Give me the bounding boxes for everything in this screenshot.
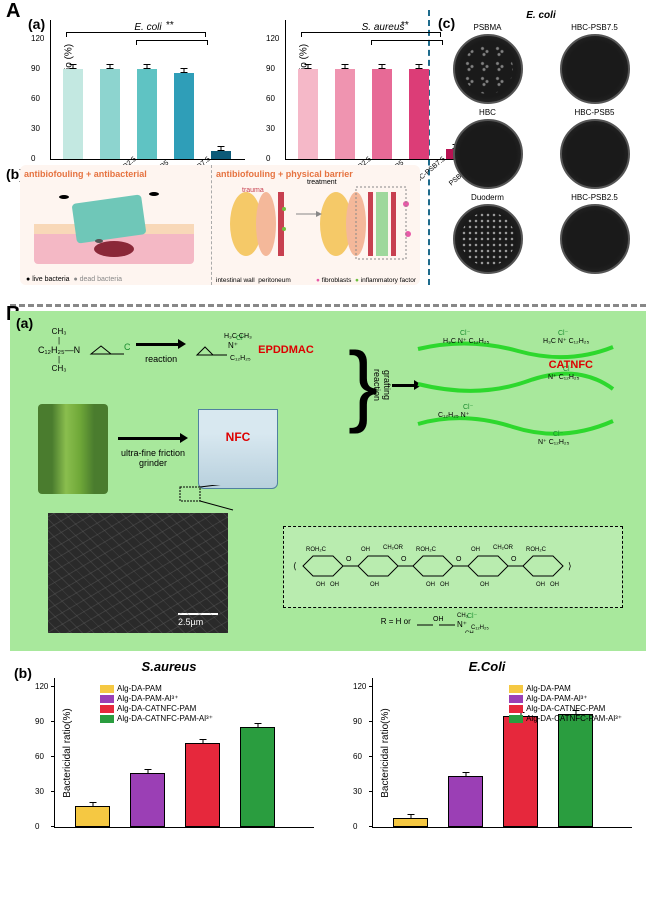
svg-text:ROH₂C: ROH₂C [306, 547, 327, 553]
svg-text:Cl⁻: Cl⁻ [553, 431, 564, 438]
wound-illustration [24, 179, 204, 274]
epoxide-icon: Cl [86, 336, 130, 364]
svg-text:OH: OH [471, 547, 480, 553]
svg-text:OH: OH [536, 582, 545, 588]
section-b: B (a) CH₃| C₁₂H₂₅—N |CH₃ Cl reaction N [0, 311, 656, 828]
schem-b-right-title: antibiofouling + physical barrier [216, 169, 416, 179]
svg-text:OH: OH [440, 582, 449, 588]
svg-text:OH: OH [330, 582, 339, 588]
svg-text:OH: OH [361, 547, 370, 553]
plate-Duoderm: Duoderm [436, 193, 539, 274]
svg-text:ROH₂C: ROH₂C [526, 547, 547, 553]
svg-text:⟨: ⟨ [293, 561, 297, 571]
svg-text:ROH₂C: ROH₂C [416, 547, 437, 553]
svg-text:O: O [511, 556, 517, 563]
svg-text:OH: OH [370, 582, 379, 588]
svg-text:N⁺ C₁₂H₂₅: N⁺ C₁₂H₂₅ [548, 374, 580, 381]
svg-text:O: O [456, 556, 462, 563]
figure-root: A (a) (b) (c) E. coliBactericidal ratio … [0, 0, 656, 828]
svg-text:Cl⁻: Cl⁻ [558, 330, 569, 337]
schematic-b: antibiofouling + antibacterial ● live ba… [20, 165, 420, 285]
svg-text:N⁺ C₁₂H₂₅: N⁺ C₁₂H₂₅ [538, 439, 570, 446]
scale-bar: 2.5µm [178, 613, 218, 627]
arrow-reaction [136, 339, 186, 349]
epddmac-label: EPDDMAC [258, 344, 314, 356]
svg-text:CH₂OR: CH₂OR [383, 545, 404, 551]
panel-a-label: A [6, 0, 20, 23]
epddmac-icon: N⁺Cl⁻C₁₂H₂₅H₃C CH₃ [192, 330, 252, 370]
legend-live: ● live bacteria [26, 276, 70, 283]
b-chart-saureus: S.aureusBactericidal ratio(%)0306090120A… [19, 659, 319, 828]
sem-wrapper: 2.5µm [48, 513, 228, 633]
svg-text:H₃C N⁺ C₁₂H₂₅: H₃C N⁺ C₁₂H₂₅ [443, 338, 490, 345]
catnfc-area: H₃C N⁺ C₁₂H₂₅Cl⁻ H₃C N⁺ C₁₂H₂₅Cl⁻ N⁺ C₁₂… [408, 329, 623, 464]
chart-ecoli: E. coliBactericidal ratio (%)0306090120H… [50, 20, 245, 160]
b-chart-ecoli: E.ColiBactericidal ratio(%)0306090120Alg… [337, 659, 637, 828]
svg-text:N⁺: N⁺ [228, 341, 238, 350]
svg-text:OH: OH [316, 582, 325, 588]
plates-panel: E. coli PSBMAHBC-PSB7.5HBCHBC-PSB5Duoder… [436, 10, 646, 274]
b-charts-row: S.aureusBactericidal ratio(%)0306090120A… [0, 659, 656, 828]
r-note: R = H or OHN⁺Cl⁻CH₃C₁₂H₂₅CH₃ [283, 611, 623, 633]
bamboo-row: ultra-fine friction grinder NFC [38, 404, 278, 494]
a-charts-row: E. coliBactericidal ratio (%)0306090120H… [20, 20, 420, 168]
bamboo-icon [38, 404, 108, 494]
svg-text:Cl⁻: Cl⁻ [460, 330, 471, 337]
legend-dead: ● dead bacteria [73, 276, 122, 283]
svg-text:H₃C CH₃: H₃C CH₃ [224, 333, 252, 340]
cellulose-box: O O O O ROH₂COHOH OHCH [283, 526, 623, 608]
svg-text:Cl⁻: Cl⁻ [467, 613, 478, 620]
plate-PSBMA: PSBMA [436, 23, 539, 104]
svg-text:H₃C N⁺ C₁₂H₂₅: H₃C N⁺ C₁₂H₂₅ [543, 338, 590, 345]
svg-text:Cl: Cl [124, 342, 130, 352]
svg-text:N⁺: N⁺ [457, 620, 467, 629]
section-a: A (a) (b) (c) E. coliBactericidal ratio … [0, 0, 656, 300]
b-schematic: (a) CH₃| C₁₂H₂₅—N |CH₃ Cl reaction N⁺Cl⁻… [10, 311, 646, 651]
plate-HBC-PSB2.5: HBC-PSB2.5 [543, 193, 646, 274]
svg-text:OH: OH [480, 582, 489, 588]
plate-HBC: HBC [436, 108, 539, 189]
svg-text:O: O [346, 556, 352, 563]
svg-text:CH₃: CH₃ [465, 631, 477, 633]
svg-text:OH: OH [433, 616, 444, 623]
svg-text:C₁₂H₂₅ N⁺: C₁₂H₂₅ N⁺ [438, 412, 470, 419]
svg-text:CH₃: CH₃ [457, 613, 469, 619]
svg-text:Cl⁻: Cl⁻ [463, 404, 474, 411]
plate-HBC-PSB7.5: HBC-PSB7.5 [543, 23, 646, 104]
reaction-row: CH₃| C₁₂H₂₅—N |CH₃ Cl reaction N⁺Cl⁻C₁₂H… [38, 327, 314, 373]
catnfc-structure: H₃C N⁺ C₁₂H₂₅Cl⁻ H₃C N⁺ C₁₂H₂₅Cl⁻ N⁺ C₁₂… [408, 329, 623, 459]
cellulose-wrapper: O O O O ROH₂COHOH OHCH [283, 526, 623, 633]
plate-HBC-PSB5: HBC-PSB5 [543, 108, 646, 189]
cellulose-structure: O O O O ROH₂COHOH OHCH [288, 531, 618, 601]
svg-text:O: O [401, 556, 407, 563]
svg-text:⟩: ⟩ [568, 561, 572, 571]
svg-text:C₁₂H₂₅: C₁₂H₂₅ [230, 355, 251, 362]
svg-text:OH: OH [426, 582, 435, 588]
arrow-grinder [118, 433, 188, 443]
svg-text:OH: OH [550, 582, 559, 588]
svg-text:CH₂OR: CH₂OR [493, 545, 514, 551]
nfc-cup: NFC [198, 409, 278, 489]
divider-horizontal [10, 304, 646, 307]
schem-b-left-title: antibiofouling + antibacterial [24, 169, 207, 179]
plates-header: E. coli [436, 10, 646, 21]
sem-image: 2.5µm [48, 513, 228, 633]
